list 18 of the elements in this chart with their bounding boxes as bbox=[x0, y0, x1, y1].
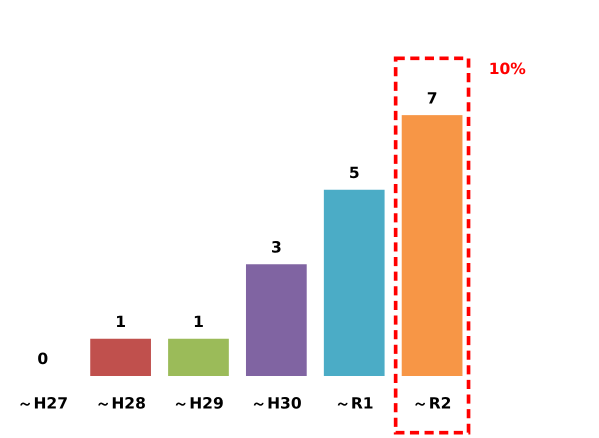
bar bbox=[246, 264, 307, 376]
x-tick-label: ～H29 bbox=[173, 394, 224, 412]
x-tick-label: ～H27 bbox=[17, 394, 68, 412]
data-label: 5 bbox=[348, 164, 360, 182]
data-label: 1 bbox=[193, 312, 204, 331]
bar bbox=[168, 338, 229, 376]
bar bbox=[324, 190, 385, 376]
bar bbox=[90, 338, 151, 376]
x-tick-label: ～H30 bbox=[251, 394, 302, 412]
data-label: 7 bbox=[426, 89, 438, 108]
data-label: 0 bbox=[37, 350, 48, 368]
x-tick-label: ～H28 bbox=[95, 394, 146, 412]
text: 10% bbox=[488, 60, 526, 78]
bar bbox=[402, 115, 462, 376]
x-tick-label: ～R1 bbox=[334, 394, 374, 412]
x-tick-label: ～R2 bbox=[412, 394, 452, 412]
data-label: 1 bbox=[115, 312, 126, 331]
data-label: 3 bbox=[270, 238, 282, 256]
